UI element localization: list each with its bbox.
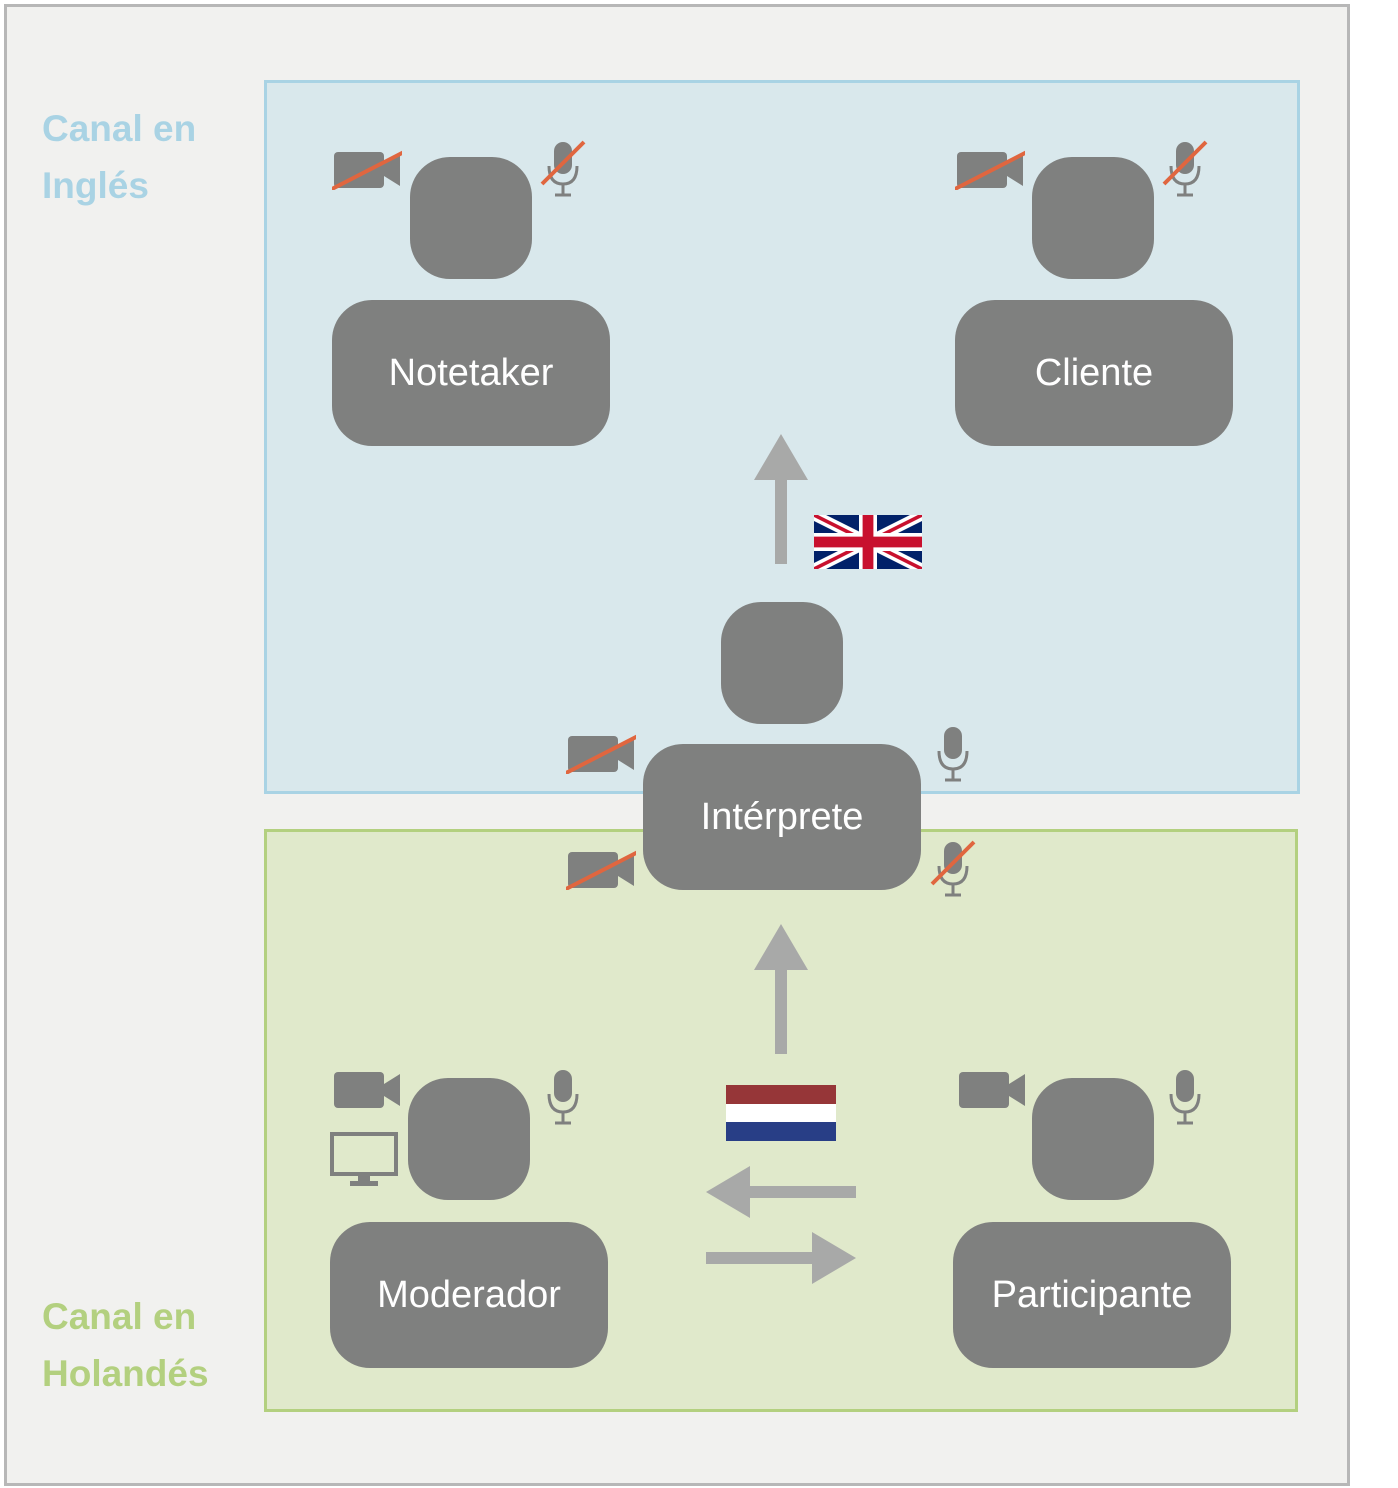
notetaker-body: Notetaker	[332, 300, 610, 446]
moderador-mic-on-icon	[546, 1070, 580, 1126]
interprete-label: Intérprete	[700, 795, 864, 838]
interprete-english-camera-off-icon	[566, 734, 636, 774]
interprete-dutch-camera-off-icon	[566, 850, 636, 890]
participante-body: Participante	[953, 1222, 1231, 1368]
cliente-head	[1032, 157, 1154, 279]
interprete-dutch-mic-strike	[930, 840, 976, 886]
notetaker-head	[410, 157, 532, 279]
arrow-up-to-interpreter-icon	[754, 924, 808, 1054]
interprete-head	[721, 602, 843, 724]
uk-flag-icon	[814, 515, 922, 569]
interprete-body: Intérprete	[643, 744, 921, 890]
moderador-screen-share-icon	[330, 1132, 398, 1186]
moderador-body: Moderador	[330, 1222, 608, 1368]
participante-label: Participante	[991, 1273, 1193, 1316]
english-channel-label: Canal en Inglés	[42, 108, 197, 206]
notetaker-camera-off-icon	[332, 150, 402, 190]
moderador-label: Moderador	[377, 1273, 561, 1316]
netherlands-flag-icon	[726, 1085, 836, 1141]
notetaker-mic-strike	[540, 140, 586, 186]
arrow-up-to-english-icon	[754, 434, 808, 564]
cliente-label: Cliente	[1034, 351, 1154, 394]
moderador-camera-on-icon	[332, 1070, 402, 1110]
dutch-channel-label: Canal en Holandés	[42, 1296, 209, 1394]
notetaker-label: Notetaker	[388, 351, 554, 394]
participante-camera-on-icon	[957, 1070, 1027, 1110]
cliente-camera-off-icon	[955, 150, 1025, 190]
arrow-right-to-participante-icon	[706, 1232, 856, 1284]
moderador-head	[408, 1078, 530, 1200]
cliente-body: Cliente	[955, 300, 1233, 446]
participante-mic-on-icon	[1168, 1070, 1202, 1126]
cliente-mic-strike	[1162, 140, 1208, 186]
arrow-left-to-moderador-icon	[706, 1166, 856, 1218]
interprete-english-mic-on-icon	[936, 727, 970, 783]
participante-head	[1032, 1078, 1154, 1200]
